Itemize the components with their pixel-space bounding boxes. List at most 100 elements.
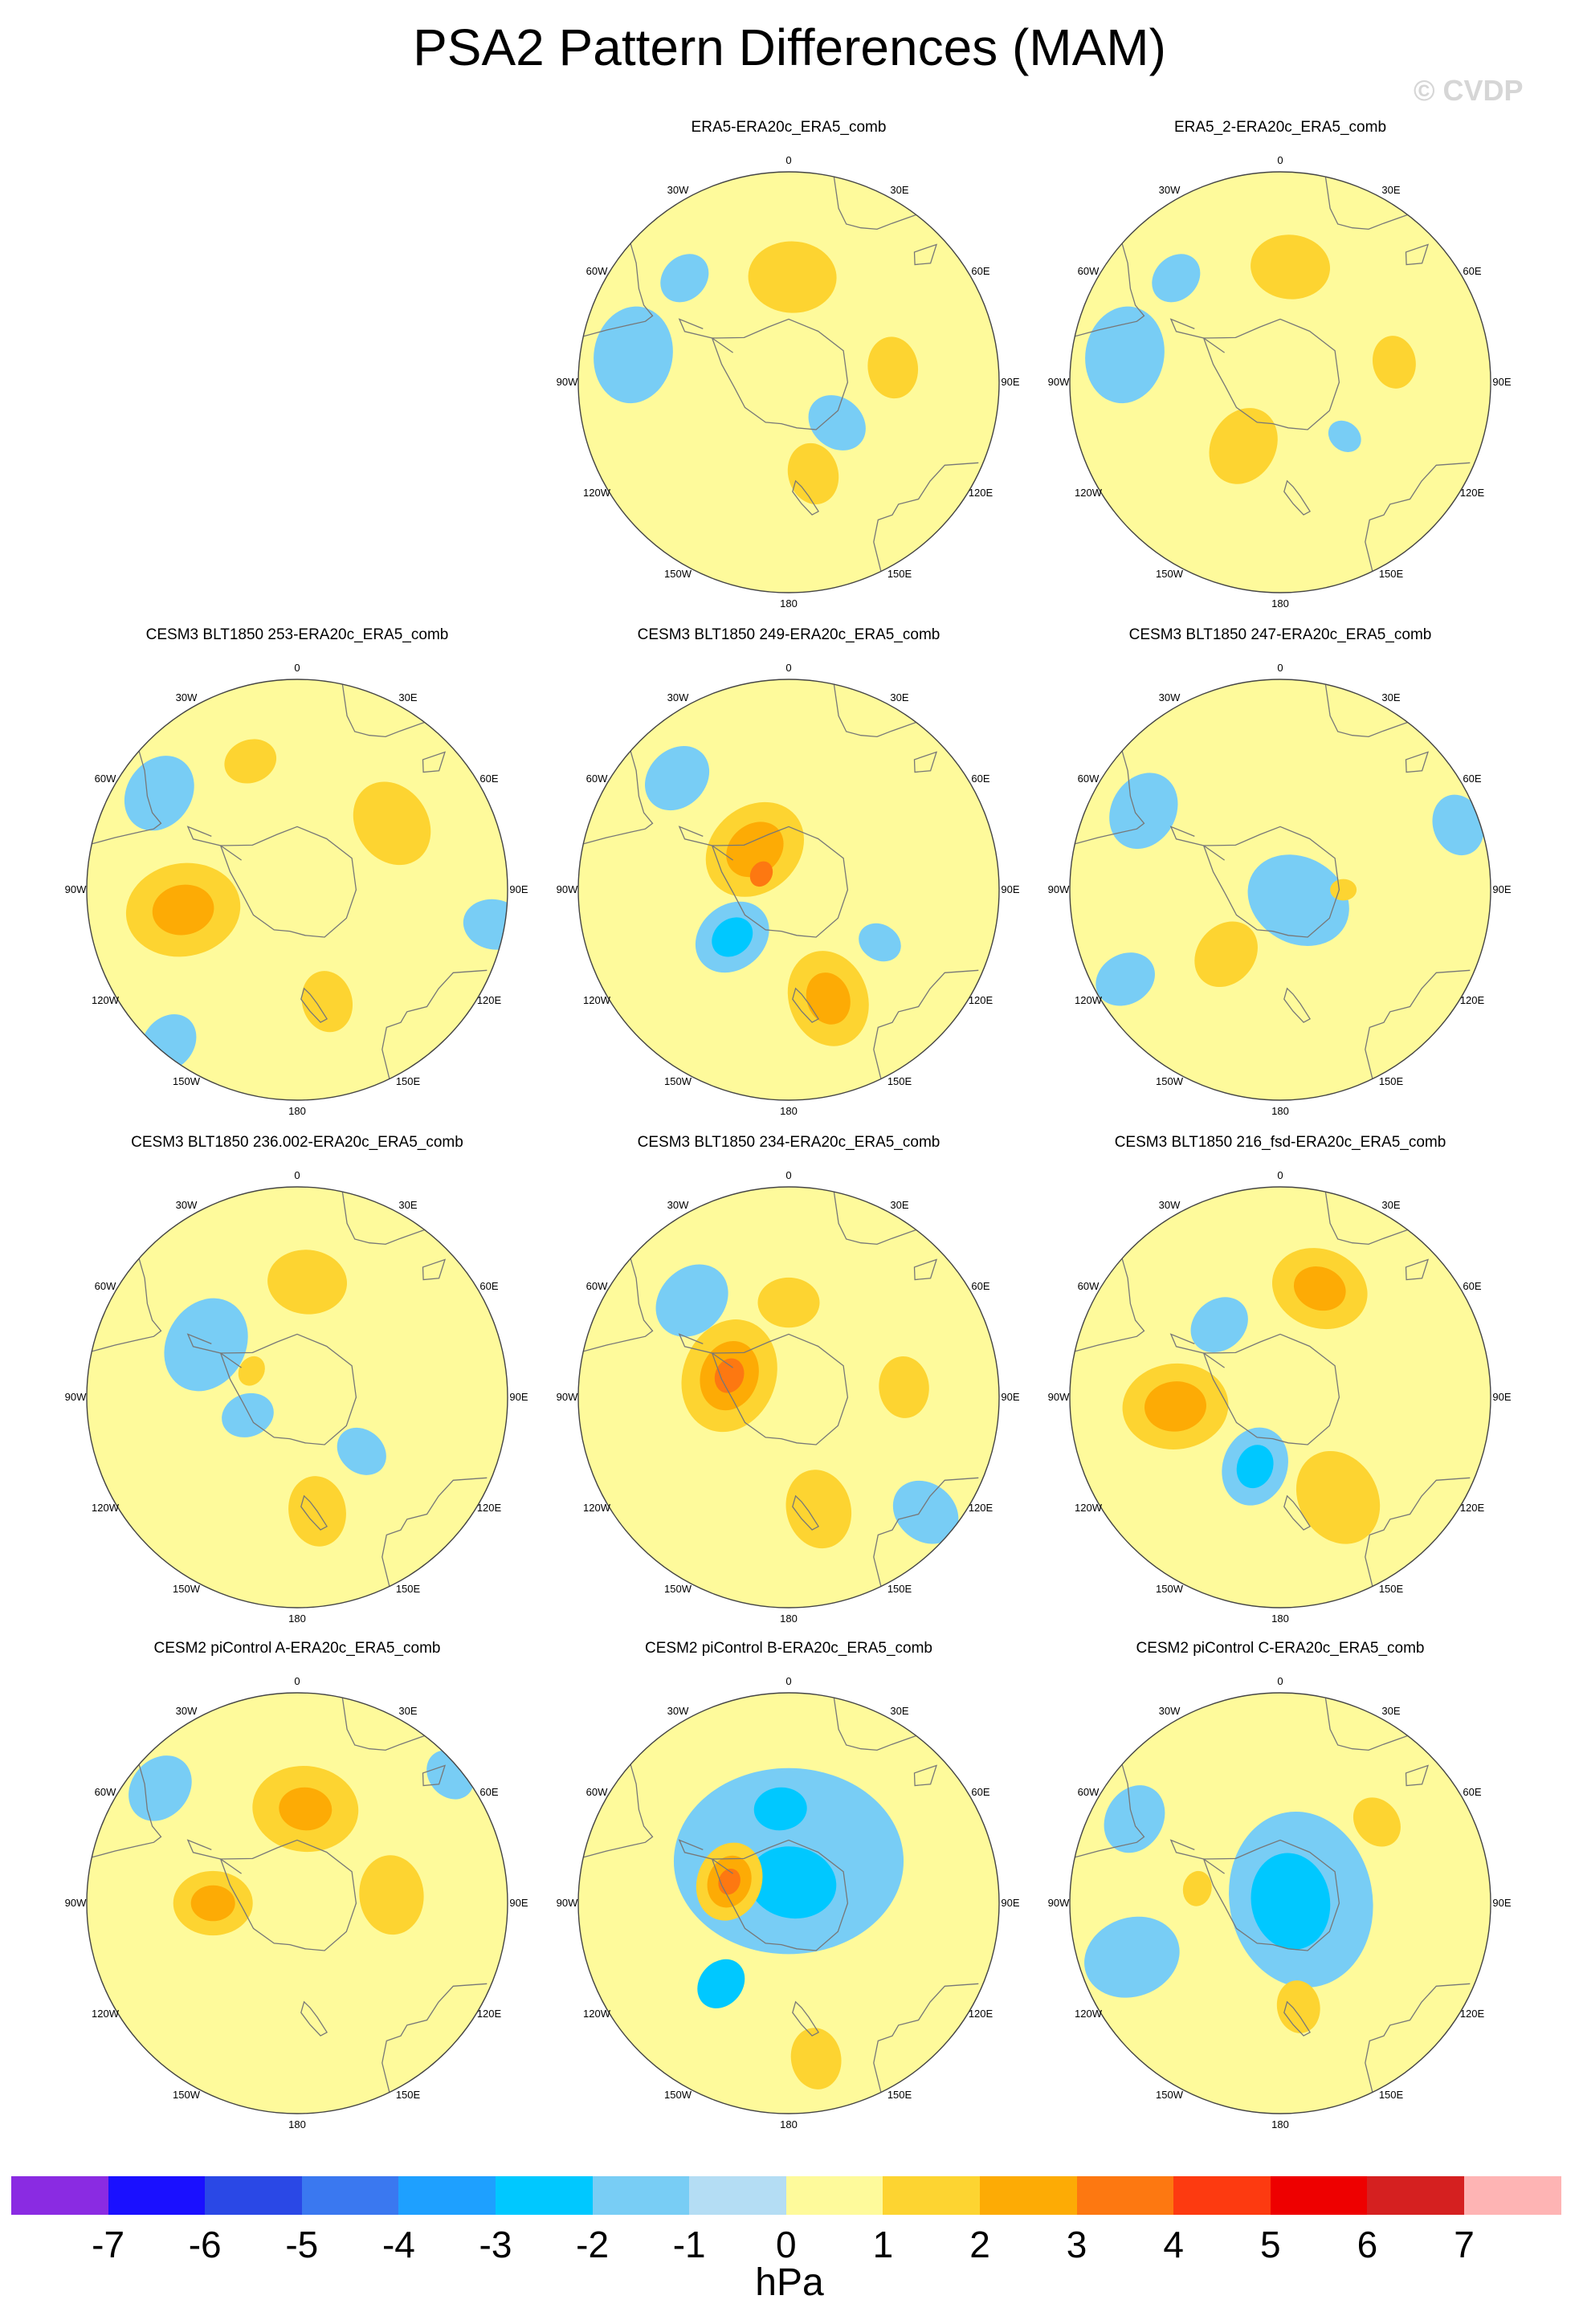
coastline-newzealand xyxy=(792,479,820,516)
longitude-label: 60E xyxy=(971,773,989,785)
coastline-peninsula xyxy=(186,826,242,861)
longitude-label: 150E xyxy=(1379,1583,1404,1595)
longitude-label: 120E xyxy=(477,994,502,1006)
longitude-label: 120W xyxy=(92,2008,120,2020)
coastline-madagascar xyxy=(422,1764,447,1787)
positive-anomaly xyxy=(224,739,277,784)
negative-anomaly xyxy=(808,395,866,451)
longitude-label: 0 xyxy=(294,1169,300,1181)
polar-map: 0 30E 60E 90E 120E 150E 180 150W 120W 90W 60W 30W xyxy=(1048,1675,1512,2130)
longitude-label: 30E xyxy=(1381,1705,1400,1717)
negative-anomaly xyxy=(892,1480,959,1544)
coastline-newzealand xyxy=(300,2000,328,2037)
colorbar-label: 4 xyxy=(1163,2224,1184,2265)
coastline-southamerica xyxy=(578,1759,654,1860)
longitude-label: 90E xyxy=(1492,1897,1511,1909)
map-panel: CESM3 BLT1850 247-ERA20c_ERA5_comb 0 30E 60… xyxy=(1039,626,1521,1124)
coastline-southamerica xyxy=(87,1254,162,1354)
colorbar-label: 5 xyxy=(1260,2224,1281,2265)
coastline-newzealand xyxy=(1283,479,1312,516)
longitude-label: 90E xyxy=(1492,1391,1511,1403)
longitude-label: 30E xyxy=(398,691,417,703)
longitude-label: 150W xyxy=(1156,1583,1184,1595)
polar-map: 0 30E 60E 90E 120E 150E 180 150W 120W 90W 60W 30W xyxy=(1048,1169,1512,1625)
positive-anomaly xyxy=(714,1358,745,1393)
colorbar-cell xyxy=(11,2176,109,2215)
coastline-newzealand xyxy=(1283,2000,1312,2037)
negative-anomaly xyxy=(645,746,710,811)
panel-title: CESM3 BLT1850 249-ERA20c_ERA5_comb xyxy=(637,626,940,643)
longitude-label: 30W xyxy=(176,1199,198,1211)
coastline-madagascar xyxy=(1405,1258,1430,1281)
longitude-label: 150W xyxy=(664,2089,692,2101)
map-background xyxy=(578,679,999,1100)
longitude-label: 60E xyxy=(1463,773,1481,785)
longitude-label: 90W xyxy=(1048,1391,1070,1403)
positive-anomaly xyxy=(279,1787,333,1831)
negative-anomaly xyxy=(660,254,709,303)
positive-anomaly xyxy=(867,336,919,399)
longitude-label: 30W xyxy=(667,1705,689,1717)
longitude-label: 60W xyxy=(1078,1786,1100,1798)
map-panel: CESM2 piControl B-ERA20c_ERA5_comb 0 30E 60… xyxy=(548,1640,1030,2138)
longitude-label: 30E xyxy=(890,184,908,196)
longitude-label: 150E xyxy=(396,1075,421,1087)
coastline-africa xyxy=(1324,1693,1413,1751)
map-border xyxy=(1069,679,1491,1101)
panel-title: CESM3 BLT1850 234-ERA20c_ERA5_comb xyxy=(637,1134,940,1151)
longitude-label: 60W xyxy=(1078,773,1100,785)
coastline-antarctica xyxy=(1202,826,1340,938)
coastline-peninsula xyxy=(678,1839,733,1874)
coastline-africa xyxy=(832,172,921,230)
map-border xyxy=(1069,1692,1491,2114)
colorbar-label: 2 xyxy=(969,2224,990,2265)
negative-anomaly xyxy=(1152,254,1201,303)
longitude-label: 120E xyxy=(1460,487,1485,499)
longitude-label: 60W xyxy=(1078,265,1100,277)
longitude-label: 90W xyxy=(65,1391,87,1403)
polar-map: 0 30E 60E 90E 120E 150E 180 150W 120W 90W 60W 30W xyxy=(1048,662,1512,1117)
longitude-label: 150E xyxy=(887,1583,912,1595)
longitude-label: 90W xyxy=(65,1897,87,1909)
negative-anomaly xyxy=(1096,952,1155,1006)
positive-anomaly xyxy=(1330,879,1357,901)
colorbar-cell xyxy=(496,2176,594,2215)
coastline-madagascar xyxy=(422,1258,447,1281)
longitude-label: 30W xyxy=(1159,1705,1181,1717)
longitude-label: 60E xyxy=(479,1280,498,1292)
positive-anomaly xyxy=(787,442,839,504)
longitude-label: 150E xyxy=(396,1583,421,1595)
map-panel: CESM2 piControl C-ERA20c_ERA5_comb 0 30E 60… xyxy=(1039,1640,1521,2138)
coastline-madagascar xyxy=(422,751,447,773)
longitude-label: 90E xyxy=(1001,376,1019,388)
coastline-newzealand xyxy=(300,987,328,1023)
negative-anomaly xyxy=(164,1298,248,1392)
positive-anomaly xyxy=(806,972,851,1025)
longitude-label: 0 xyxy=(1277,1675,1283,1687)
longitude-label: 120E xyxy=(969,487,994,499)
negative-anomaly xyxy=(753,1787,807,1831)
colorbar-label: 0 xyxy=(776,2224,797,2265)
map-panel: CESM3 BLT1850 249-ERA20c_ERA5_comb 0 30E 60… xyxy=(548,626,1030,1124)
negative-anomaly xyxy=(129,1755,192,1821)
longitude-label: 120W xyxy=(92,1502,120,1514)
negative-anomaly xyxy=(594,306,673,404)
longitude-label: 60W xyxy=(95,1786,116,1798)
coastline-peninsula xyxy=(186,1839,242,1874)
longitude-label: 30W xyxy=(176,691,198,703)
coastline-antarctica xyxy=(1202,318,1340,430)
longitude-label: 180 xyxy=(1271,2118,1289,2130)
longitude-label: 60E xyxy=(971,1786,989,1798)
longitude-label: 30W xyxy=(667,184,689,196)
longitude-label: 120E xyxy=(477,2008,502,2020)
longitude-label: 150E xyxy=(1379,2089,1404,2101)
positive-anomaly xyxy=(726,822,784,878)
coastline-southamerica xyxy=(578,239,654,339)
negative-anomaly xyxy=(655,1264,728,1337)
coastline-peninsula xyxy=(1169,318,1225,353)
coastline-madagascar xyxy=(1405,1764,1430,1787)
longitude-label: 30W xyxy=(667,691,689,703)
longitude-label: 30E xyxy=(890,1705,908,1717)
longitude-label: 90E xyxy=(1492,883,1511,895)
positive-anomaly xyxy=(152,884,214,936)
